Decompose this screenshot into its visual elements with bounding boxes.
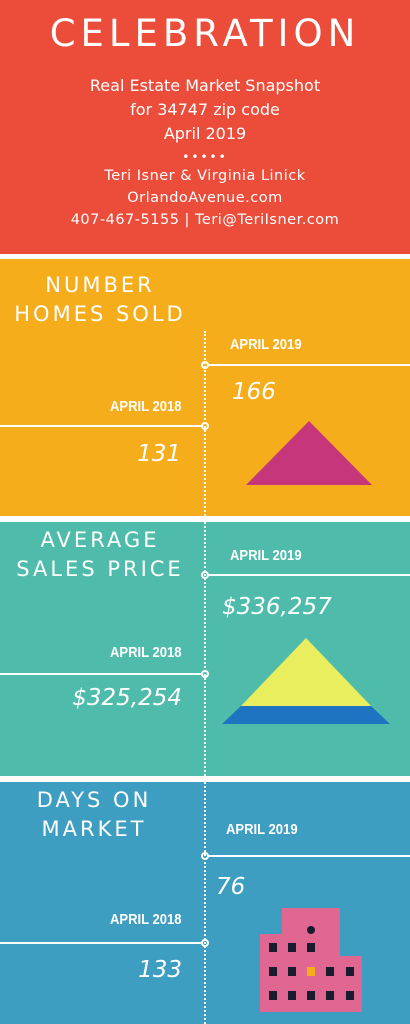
timeline-node-2018	[201, 422, 209, 430]
timeline-line-2018	[0, 942, 201, 944]
section-average-price: AVERAGE SALES PRICE APRIL 2019 $336,257 …	[0, 522, 410, 776]
value-2019: 166	[232, 379, 276, 405]
header-banner: CELEBRATION Real Estate Market Snapshot …	[0, 0, 410, 254]
value-2018: 131	[137, 441, 181, 467]
value-2019: 76	[216, 874, 246, 900]
section-divider	[0, 516, 410, 522]
section-title-line-2: SALES PRICE	[16, 557, 184, 581]
value-2018: $325,254	[72, 685, 182, 711]
timeline-node-2018	[201, 939, 209, 947]
triangle-icon	[246, 421, 372, 485]
section-title: DAYS ON MARKET	[4, 786, 184, 844]
building-icon	[260, 908, 362, 1012]
timeline-line-2019	[208, 574, 410, 576]
subtitle-line-2: for 34747 zip code	[130, 100, 280, 119]
section-homes-sold: NUMBER HOMES SOLD APRIL 2019 166 APRIL 2…	[0, 259, 410, 516]
label-april-2019: APRIL 2019	[230, 337, 302, 353]
website-text: OrlandoAvenue.com	[127, 190, 283, 206]
label-april-2018: APRIL 2018	[110, 399, 182, 415]
timeline-node-2019	[201, 571, 209, 579]
pyramid-icon	[222, 638, 390, 724]
timeline-node-2019	[201, 852, 209, 860]
section-title: AVERAGE SALES PRICE	[10, 526, 190, 584]
section-divider	[0, 776, 410, 782]
timeline-vertical	[204, 522, 206, 776]
section-title-line-2: MARKET	[41, 817, 147, 841]
timeline-line-2018	[0, 425, 201, 427]
label-april-2018: APRIL 2018	[110, 912, 182, 928]
timeline-line-2019	[208, 364, 410, 366]
section-title: NUMBER HOMES SOLD	[10, 271, 190, 329]
section-days-on-market: DAYS ON MARKET APRIL 2019 76 APRIL 2018 …	[0, 782, 410, 1024]
label-april-2019: APRIL 2019	[230, 548, 302, 564]
section-title-line-1: DAYS ON	[36, 788, 152, 812]
label-april-2018: APRIL 2018	[110, 645, 182, 661]
dots-separator: •••••	[182, 150, 228, 164]
contact-text: 407-467-5155 | Teri@TeriIsner.com	[70, 212, 340, 228]
section-title-line-2: HOMES SOLD	[14, 302, 186, 326]
timeline-node-2019	[201, 361, 209, 369]
value-2019: $336,257	[222, 594, 332, 620]
timeline-line-2018	[0, 673, 201, 675]
subtitle-line-1: Real Estate Market Snapshot	[89, 76, 321, 95]
section-title-line-1: NUMBER	[45, 273, 155, 297]
subtitle-line-3: April 2019	[163, 124, 247, 143]
section-title-line-1: AVERAGE	[40, 528, 160, 552]
agents-text: Teri Isner & Virginia Linick	[104, 168, 306, 184]
timeline-vertical	[204, 782, 206, 1024]
timeline-node-2018	[201, 670, 209, 678]
page-title: CELEBRATION	[49, 12, 361, 55]
label-april-2019: APRIL 2019	[226, 822, 298, 838]
timeline-line-2019	[208, 855, 410, 857]
value-2018: 133	[138, 957, 182, 983]
